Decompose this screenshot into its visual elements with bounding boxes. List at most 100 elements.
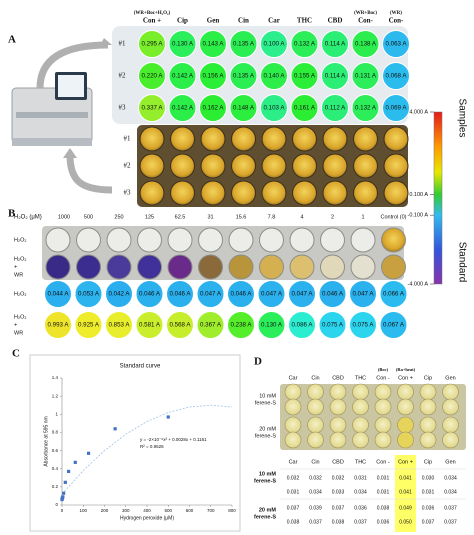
table-header: THC <box>355 459 366 465</box>
plate-well <box>329 398 347 416</box>
row-label: ferene-S <box>254 514 276 520</box>
panel-label: B <box>8 208 16 220</box>
plate-well <box>284 398 302 416</box>
plate-well <box>419 416 437 434</box>
data-point <box>66 469 71 474</box>
plate-well <box>137 254 162 280</box>
table-cell: 0.037 <box>422 519 435 525</box>
plate-well <box>307 431 324 449</box>
readout-well <box>260 94 288 122</box>
table-header: Car <box>289 459 298 465</box>
column-header: Car <box>268 17 280 25</box>
table-cell: 0.036 <box>354 505 367 511</box>
data-point <box>113 427 117 431</box>
readout-well <box>290 30 319 58</box>
table-header: Gen <box>445 459 455 465</box>
readout-well <box>318 280 347 308</box>
well-value: 0.046 A <box>170 291 192 298</box>
plate-well <box>289 227 315 253</box>
readout-well <box>288 280 316 308</box>
row-label: WR <box>14 330 23 336</box>
plate-well <box>139 180 165 206</box>
highlight-column <box>395 455 416 532</box>
x-tick-label: 700 <box>207 508 215 513</box>
data-point <box>62 491 66 495</box>
plate-well <box>322 126 348 152</box>
readout-well <box>321 94 349 122</box>
column-header: THC <box>355 375 366 381</box>
plate-well <box>139 126 165 152</box>
colorbar <box>433 111 443 285</box>
plate-well <box>198 227 223 253</box>
table-cell: 0.033 <box>332 489 345 495</box>
plate-well <box>170 180 195 206</box>
colorbar-label: 4.000 A <box>409 109 428 115</box>
y-tick-label: 0.8 <box>52 430 59 435</box>
column-header: Cip <box>424 375 432 381</box>
plate-well <box>76 227 101 253</box>
table-cell: 0.031 <box>377 489 390 495</box>
plate-well <box>167 227 193 253</box>
readout-well <box>351 94 380 122</box>
well-value: 0.337 A <box>142 105 164 112</box>
chart-title: Standard curve <box>120 364 161 370</box>
plate-well <box>307 416 324 434</box>
readout-well <box>351 62 380 90</box>
well-value: 0.142 A <box>172 105 194 112</box>
row-label: #3 <box>119 104 127 112</box>
well-value: 0.046 A <box>322 291 344 298</box>
plate-well <box>353 180 378 206</box>
well-value: 0.114 A <box>325 41 346 48</box>
annotation: R² = 0.9526 <box>140 444 164 449</box>
table-cell: 0.031 <box>287 489 300 495</box>
plate-well <box>383 126 409 152</box>
table-cell: 0.041 <box>399 475 412 481</box>
plate-well <box>76 254 101 280</box>
plate-well <box>397 416 414 434</box>
column-header: CBD <box>332 375 344 381</box>
readout-well <box>135 311 164 339</box>
column-note: (Ra+heat) <box>396 367 416 372</box>
plate-well <box>419 383 437 401</box>
readout-well <box>321 30 349 58</box>
data-point <box>61 495 65 499</box>
table-cell: 0.037 <box>354 519 367 525</box>
readout-well <box>260 30 288 58</box>
well-value: 0.130 A <box>172 41 194 48</box>
row-label: + <box>14 264 17 270</box>
readout-well <box>138 30 166 58</box>
well-value: 0.068 A <box>386 73 408 80</box>
plate-well <box>374 431 392 449</box>
plate-well <box>231 180 256 206</box>
column-header: Cin <box>311 375 319 381</box>
table-cell: 0.038 <box>377 505 390 511</box>
y-tick-label: 0.2 <box>52 484 59 489</box>
y-tick-label: 1.2 <box>52 393 59 398</box>
readout-well <box>260 62 288 90</box>
plate-well <box>397 431 414 449</box>
well-value: 0.047 A <box>353 291 375 298</box>
well-value: 0.148 A <box>233 105 255 112</box>
plate-well <box>442 416 459 434</box>
row-label: 20 mM <box>259 507 277 513</box>
well-value: 0.238 A <box>231 322 253 329</box>
plate-well <box>106 227 132 253</box>
well-value: 0.161 A <box>294 105 316 112</box>
well-value: 0.140 A <box>264 73 286 80</box>
plate-well <box>419 431 437 449</box>
row-label: H₂O₂ <box>14 314 27 320</box>
table-header: Con - <box>376 459 390 465</box>
column-header: Con- <box>358 17 373 25</box>
well-value: 0.131 A <box>355 73 377 80</box>
well-value: 0.046 A <box>139 291 161 298</box>
column-header: Con + <box>398 375 413 381</box>
x-tick-label: 100 <box>79 508 87 513</box>
table-cell: 0.036 <box>377 519 390 525</box>
well-value: 0.155 A <box>294 73 316 80</box>
readout-well <box>199 30 227 58</box>
plate-well <box>261 153 287 179</box>
row-label: #1 <box>119 40 127 48</box>
table-cell: 0.034 <box>309 489 322 495</box>
y-tick-label: 0.6 <box>52 448 59 453</box>
colorbar-label: -0.100 A <box>408 213 429 219</box>
